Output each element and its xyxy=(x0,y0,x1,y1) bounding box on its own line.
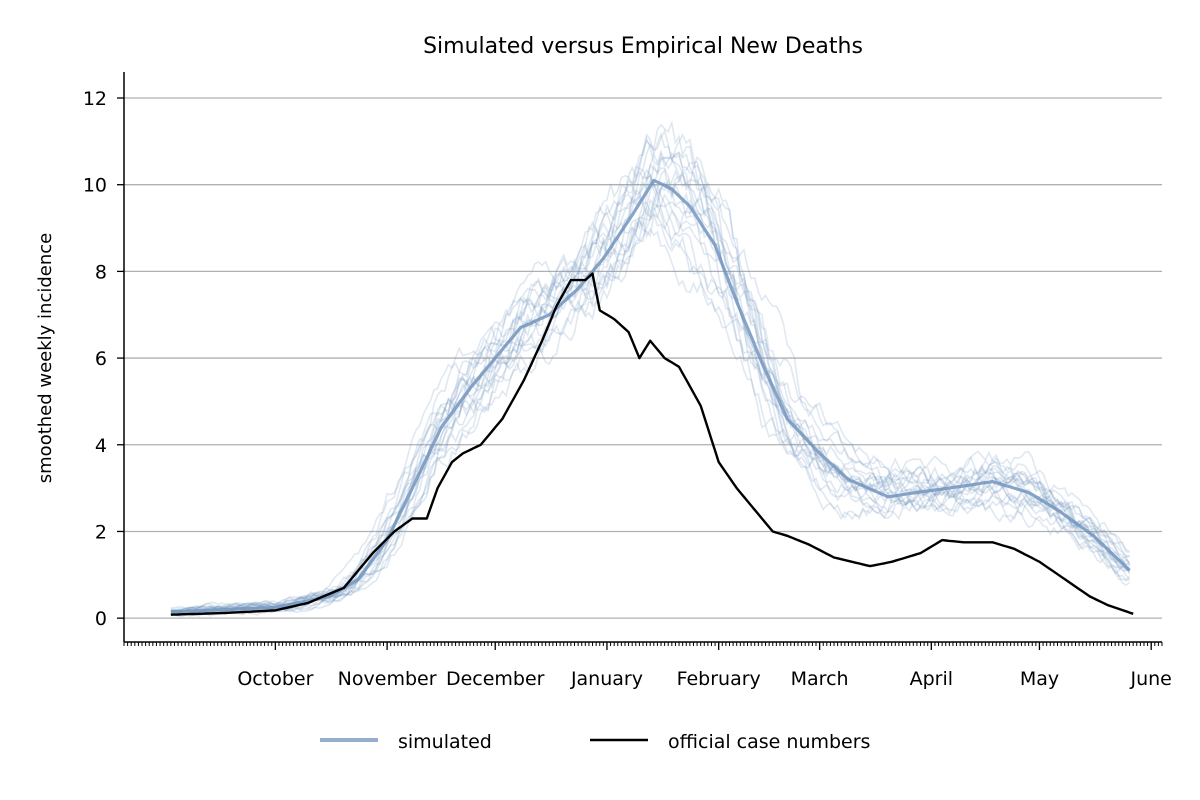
simulation-run-line xyxy=(170,156,1130,617)
simulation-run-line xyxy=(170,165,1131,614)
y-tick-label: 8 xyxy=(95,261,107,283)
simulation-run-line xyxy=(170,151,1130,616)
grid-lines xyxy=(124,97,1162,619)
legend: simulated official case numbers xyxy=(320,731,870,753)
axes xyxy=(123,72,1162,643)
y-tick-label: 2 xyxy=(95,521,107,543)
y-axis-label: smoothed weekly incidence xyxy=(35,233,56,483)
series-lines xyxy=(170,178,1134,616)
simulation-run-line xyxy=(170,220,1130,617)
x-tick-label: February xyxy=(677,668,761,690)
y-tick-label: 0 xyxy=(95,608,107,630)
x-tick-label: December xyxy=(446,668,545,690)
x-tick-label: June xyxy=(1129,668,1171,690)
simulation-run-line xyxy=(170,193,1130,615)
x-tick-label: April xyxy=(910,668,953,690)
x-tick-label: November xyxy=(338,668,437,690)
simulation-run-line xyxy=(170,204,1131,615)
y-tick-label: 4 xyxy=(95,435,107,457)
simulation-run-line xyxy=(170,212,1131,616)
x-tick-label: January xyxy=(570,668,643,690)
legend-label-official: official case numbers xyxy=(668,731,870,753)
y-ticks: 0 2 4 6 8 10 12 xyxy=(83,88,124,630)
simulation-run-line xyxy=(170,203,1131,616)
y-tick-label: 10 xyxy=(83,175,107,197)
y-tick-label: 12 xyxy=(83,88,107,110)
x-tick-label: March xyxy=(791,668,849,690)
simulation-run-line xyxy=(170,119,1130,616)
legend-label-simulated: simulated xyxy=(398,731,492,753)
simulation-run-line xyxy=(170,128,1131,617)
y-tick-label: 6 xyxy=(95,348,107,370)
simulation-run-line xyxy=(170,174,1131,616)
x-tick-label: October xyxy=(237,668,313,690)
simulation-run-line xyxy=(170,194,1131,615)
simulated-mean-line xyxy=(170,178,1131,614)
official-case-numbers-line xyxy=(170,272,1134,616)
simulation-run-line xyxy=(170,135,1131,611)
simulation-run-line xyxy=(170,131,1130,616)
simulation-run-line xyxy=(170,171,1130,617)
chart-title: Simulated versus Empirical New Deaths xyxy=(423,34,863,59)
x-ticks: October November December January February Ma… xyxy=(123,642,1172,690)
x-tick-label: May xyxy=(1020,668,1059,690)
